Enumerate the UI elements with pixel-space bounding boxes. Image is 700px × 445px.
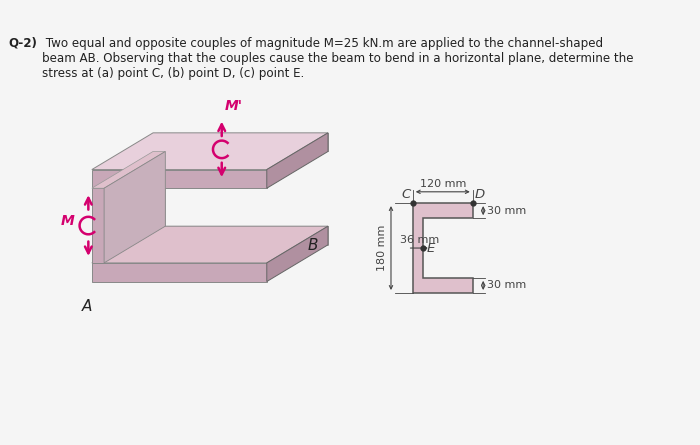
Polygon shape <box>92 133 328 170</box>
Polygon shape <box>92 226 328 263</box>
Text: A: A <box>83 299 92 314</box>
Polygon shape <box>104 151 165 263</box>
Polygon shape <box>153 226 328 245</box>
Polygon shape <box>92 188 104 263</box>
Polygon shape <box>267 226 328 282</box>
Text: C: C <box>401 188 410 202</box>
Text: D: D <box>475 188 484 202</box>
Polygon shape <box>153 151 165 226</box>
Polygon shape <box>153 133 328 151</box>
Text: M: M <box>61 214 74 228</box>
Text: 120 mm: 120 mm <box>419 179 466 189</box>
Text: Two equal and opposite couples of magnitude M=25 kN.m are applied to the channel: Two equal and opposite couples of magnit… <box>42 36 634 80</box>
Text: M': M' <box>225 99 242 113</box>
Text: 30 mm: 30 mm <box>486 280 526 291</box>
Polygon shape <box>267 133 328 188</box>
Polygon shape <box>413 203 473 293</box>
Text: E: E <box>426 242 435 255</box>
Text: 180 mm: 180 mm <box>377 225 388 271</box>
Polygon shape <box>92 151 165 188</box>
Text: B: B <box>308 238 318 253</box>
Polygon shape <box>92 170 267 188</box>
Text: 30 mm: 30 mm <box>486 206 526 216</box>
Text: Q-2): Q-2) <box>8 36 38 50</box>
Text: 36 mm: 36 mm <box>400 235 440 245</box>
Polygon shape <box>153 133 328 151</box>
Polygon shape <box>92 263 267 282</box>
